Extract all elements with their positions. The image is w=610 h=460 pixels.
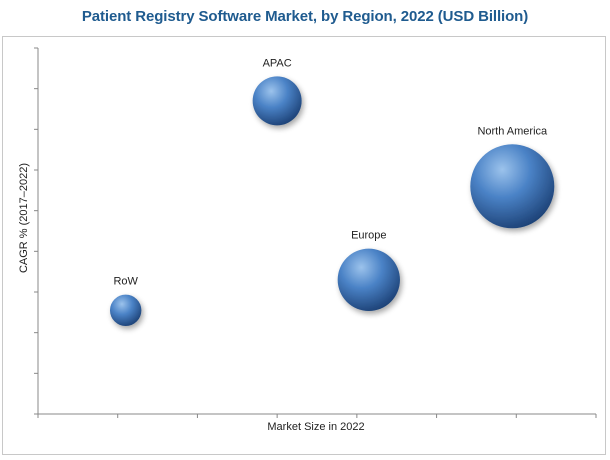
chart-title: Patient Registry Software Market, by Reg…	[81, 8, 529, 25]
bubble-label-row: RoW	[113, 276, 138, 288]
bubble-label-europe: Europe	[351, 230, 386, 242]
bubble-label-apac: APAC	[263, 57, 292, 69]
bubble-labels: APAC North America Europe RoW	[113, 57, 548, 287]
bubble-europe	[337, 248, 400, 311]
x-axis-title: Market Size in 2022	[267, 421, 364, 433]
y-axis-title: CAGR % (2017–2022)	[18, 163, 30, 273]
bubble-apac	[252, 76, 302, 126]
bubbles	[109, 76, 555, 327]
axes	[34, 47, 597, 418]
bubble-label-north-america: North America	[477, 125, 548, 137]
bubble-north-america	[470, 144, 555, 229]
chart-frame	[2, 36, 606, 455]
bubble-row	[109, 294, 142, 327]
